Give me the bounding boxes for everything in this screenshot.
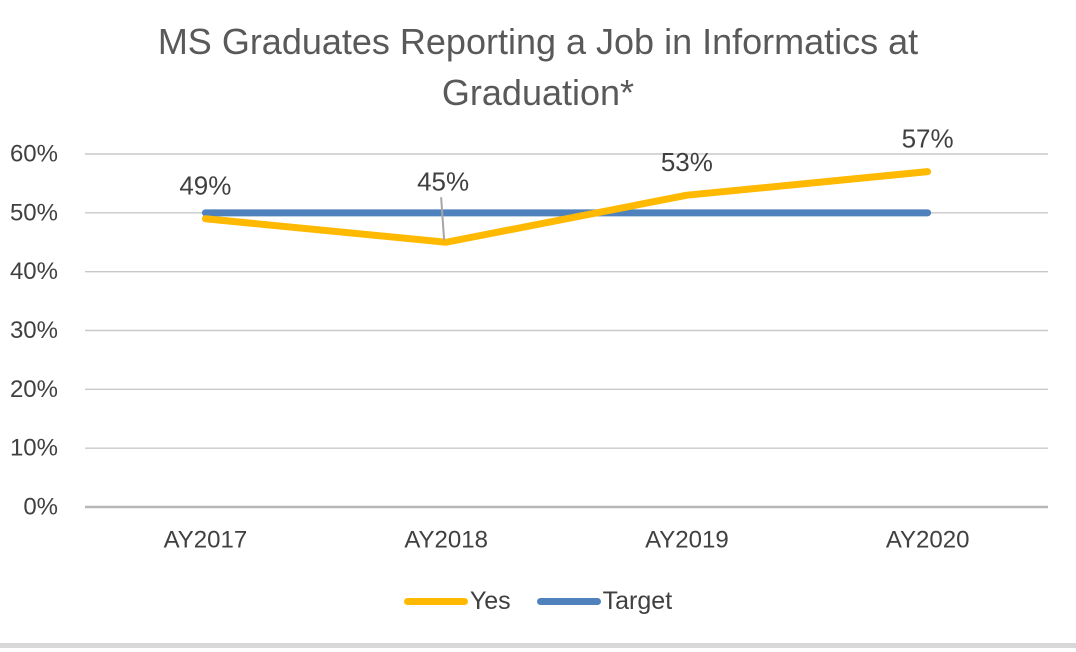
ytick-label-10: 10% (10, 435, 58, 462)
data-label-57: 57% (902, 124, 954, 154)
legend-item-yes: Yes (403, 586, 511, 616)
data-label-49: 49% (179, 171, 231, 201)
legend-swatch-target (536, 597, 601, 605)
ytick-label-20: 20% (10, 376, 58, 403)
ytick-label-60: 60% (10, 141, 58, 168)
ytick-label-40: 40% (10, 258, 58, 285)
category-label-ay2019: AY2019 (645, 527, 729, 554)
data-label-53: 53% (661, 147, 713, 177)
ytick-label-30: 30% (10, 317, 58, 344)
data-label-45: 45% (417, 166, 469, 196)
category-label-ay2020: AY2020 (886, 527, 970, 554)
category-label-ay2017: AY2017 (164, 527, 248, 554)
ytick-label-0: 0% (23, 494, 58, 521)
window-bottom-border (0, 643, 1076, 648)
chart-title-line-2: Graduation* (441, 72, 635, 113)
chart-title: MS Graduates Reporting a Job in Informat… (0, 16, 1076, 118)
legend-item-target: Target (536, 586, 673, 616)
series-line-yes (201, 168, 932, 246)
chart-title-line-1: MS Graduates Reporting a Job in Informat… (157, 21, 919, 62)
legend-label-target: Target (602, 586, 673, 615)
ytick-label-50: 50% (10, 199, 58, 226)
legend-label-yes: Yes (469, 586, 511, 615)
leader-line (440, 197, 446, 241)
legend-swatch-yes (403, 597, 468, 605)
category-label-ay2018: AY2018 (404, 527, 488, 554)
legend: Yes Target (0, 586, 1076, 616)
